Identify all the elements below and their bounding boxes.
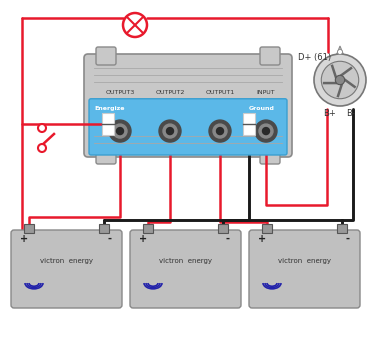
Circle shape [255, 120, 277, 142]
Text: B+: B+ [323, 109, 335, 118]
Text: D+ (61): D+ (61) [298, 53, 331, 62]
FancyBboxPatch shape [96, 146, 116, 164]
Circle shape [167, 128, 173, 135]
Circle shape [38, 124, 46, 132]
Circle shape [113, 124, 127, 138]
FancyBboxPatch shape [96, 47, 116, 65]
Text: -: - [345, 234, 349, 244]
Text: +: + [139, 234, 147, 244]
Text: Ground: Ground [249, 106, 275, 111]
Text: Energize: Energize [94, 106, 125, 111]
Text: -: - [226, 234, 230, 244]
Text: victron  energy: victron energy [278, 258, 331, 264]
FancyBboxPatch shape [24, 224, 34, 233]
Text: OUTPUT3: OUTPUT3 [105, 90, 135, 96]
Circle shape [159, 120, 181, 142]
FancyBboxPatch shape [143, 224, 153, 233]
Text: OUTPUT2: OUTPUT2 [155, 90, 185, 96]
FancyBboxPatch shape [89, 99, 287, 155]
Polygon shape [336, 46, 344, 56]
Circle shape [163, 124, 177, 138]
FancyBboxPatch shape [260, 47, 280, 65]
Circle shape [338, 50, 343, 54]
Text: INPUT: INPUT [257, 90, 275, 96]
FancyBboxPatch shape [260, 146, 280, 164]
Circle shape [213, 124, 227, 138]
Text: +: + [20, 234, 28, 244]
Text: B-: B- [346, 109, 355, 118]
Text: victron  energy: victron energy [40, 258, 93, 264]
Circle shape [262, 128, 269, 135]
FancyBboxPatch shape [249, 230, 360, 308]
FancyBboxPatch shape [102, 113, 114, 135]
FancyBboxPatch shape [99, 224, 109, 233]
Circle shape [314, 54, 366, 106]
FancyBboxPatch shape [218, 224, 228, 233]
Text: -: - [107, 234, 111, 244]
FancyBboxPatch shape [243, 113, 255, 135]
Circle shape [217, 128, 223, 135]
Text: OUTPUT1: OUTPUT1 [206, 90, 235, 96]
Circle shape [38, 144, 46, 152]
FancyBboxPatch shape [337, 224, 347, 233]
Circle shape [335, 75, 345, 85]
Circle shape [117, 128, 123, 135]
Text: +: + [258, 234, 266, 244]
Circle shape [109, 120, 131, 142]
Circle shape [259, 124, 273, 138]
Text: victron  energy: victron energy [159, 258, 212, 264]
Circle shape [321, 61, 359, 99]
Circle shape [209, 120, 231, 142]
Circle shape [123, 13, 147, 37]
FancyBboxPatch shape [262, 224, 272, 233]
FancyBboxPatch shape [130, 230, 241, 308]
FancyBboxPatch shape [11, 230, 122, 308]
FancyBboxPatch shape [84, 54, 292, 157]
